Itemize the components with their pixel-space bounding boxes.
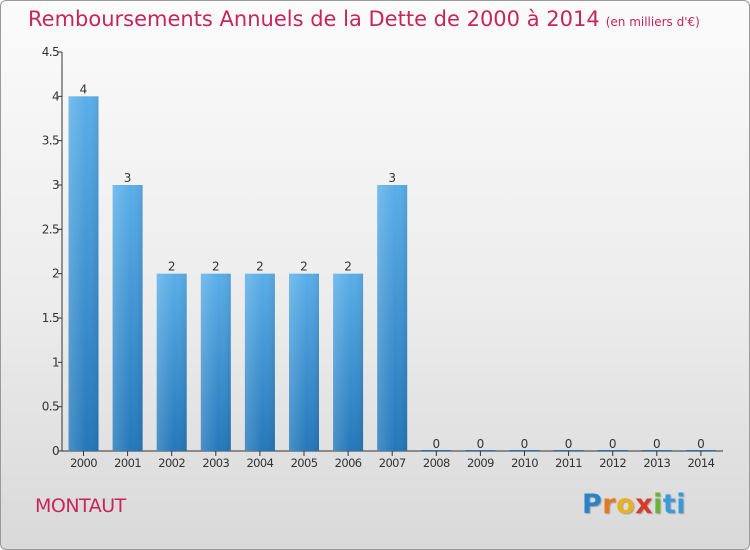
commune-name: MONTAUT xyxy=(35,495,126,517)
x-tick-label: 2004 xyxy=(246,456,273,470)
logo-letter: P xyxy=(582,489,603,520)
data-label-2004: 2 xyxy=(256,260,264,274)
bar-2009 xyxy=(465,450,496,451)
y-tick-label: 1 xyxy=(52,355,59,369)
bar-shine-2007 xyxy=(377,185,408,451)
x-tick-label: 2011 xyxy=(555,456,582,470)
x-tick-label: 2010 xyxy=(511,456,538,470)
logo-letter: t xyxy=(662,489,677,520)
y-tick-label: 0 xyxy=(52,444,59,458)
y-tick-label: 0.5 xyxy=(42,400,59,414)
bar-2013 xyxy=(641,450,672,451)
x-tick-label: 2003 xyxy=(202,456,229,470)
y-tick-label: 4.5 xyxy=(42,45,59,59)
data-label-2005: 2 xyxy=(300,260,308,274)
logo-letter: x xyxy=(635,489,654,520)
data-label-2014: 0 xyxy=(697,437,705,451)
x-tick-label: 2008 xyxy=(423,456,450,470)
logo-letter: r xyxy=(602,489,617,520)
x-tick-label: 2000 xyxy=(70,456,97,470)
data-label-2001: 3 xyxy=(124,171,132,185)
x-tick-label: 2013 xyxy=(643,456,670,470)
y-tick-label: 1.5 xyxy=(42,311,59,325)
y-tick-label: 2 xyxy=(52,267,59,281)
data-label-2012: 0 xyxy=(609,437,617,451)
x-tick-label: 2005 xyxy=(291,456,318,470)
bar-shine-2000 xyxy=(68,96,99,451)
y-tick-label: 3 xyxy=(52,178,59,192)
proxiti-logo: Proxiti xyxy=(582,489,686,520)
data-label-2007: 3 xyxy=(388,171,396,185)
x-tick-label: 2007 xyxy=(379,456,406,470)
bar-2014 xyxy=(685,450,716,451)
y-tick-label: 3.5 xyxy=(42,134,59,148)
data-label-2006: 2 xyxy=(344,260,352,274)
data-label-2002: 2 xyxy=(168,260,176,274)
bar-shine-2003 xyxy=(200,273,231,451)
bar-2010 xyxy=(509,450,540,451)
x-tick-label: 2012 xyxy=(599,456,626,470)
bar-shine-2001 xyxy=(112,185,143,451)
bar-2012 xyxy=(597,450,628,451)
data-label-2009: 0 xyxy=(477,437,485,451)
data-label-2013: 0 xyxy=(653,437,661,451)
y-tick-label: 2.5 xyxy=(42,222,59,236)
x-tick-label: 2006 xyxy=(335,456,362,470)
data-label-2003: 2 xyxy=(212,260,220,274)
chart-title-text: Remboursements Annuels de la Dette de 20… xyxy=(28,7,600,31)
x-tick-label: 2009 xyxy=(467,456,494,470)
bar-shine-2006 xyxy=(333,273,364,451)
x-tick-label: 2014 xyxy=(687,456,714,470)
bar-shine-2004 xyxy=(244,273,275,451)
bar-2011 xyxy=(553,450,584,451)
data-labels: 4 3 2 2 2 2 2 3 0 0 0 0 0 0 0 xyxy=(80,82,705,451)
data-label-2000: 4 xyxy=(80,82,88,96)
data-label-2010: 0 xyxy=(521,437,529,451)
bar-2008 xyxy=(421,450,452,451)
logo-letter: o xyxy=(616,489,636,520)
x-tick-label: 2001 xyxy=(114,456,141,470)
data-label-2011: 0 xyxy=(565,437,573,451)
data-label-2008: 0 xyxy=(432,437,440,451)
logo-letter: i xyxy=(676,489,687,520)
logo-letter: i xyxy=(653,489,663,520)
x-tick-label: 2002 xyxy=(158,456,185,470)
bars xyxy=(68,96,716,451)
chart-title: Remboursements Annuels de la Dette de 20… xyxy=(28,7,700,31)
bar-shine-2002 xyxy=(156,273,187,451)
chart-unit: (en milliers d'€) xyxy=(605,15,700,29)
bar-shine-2005 xyxy=(289,273,319,451)
y-tick-label: 4 xyxy=(52,89,59,103)
